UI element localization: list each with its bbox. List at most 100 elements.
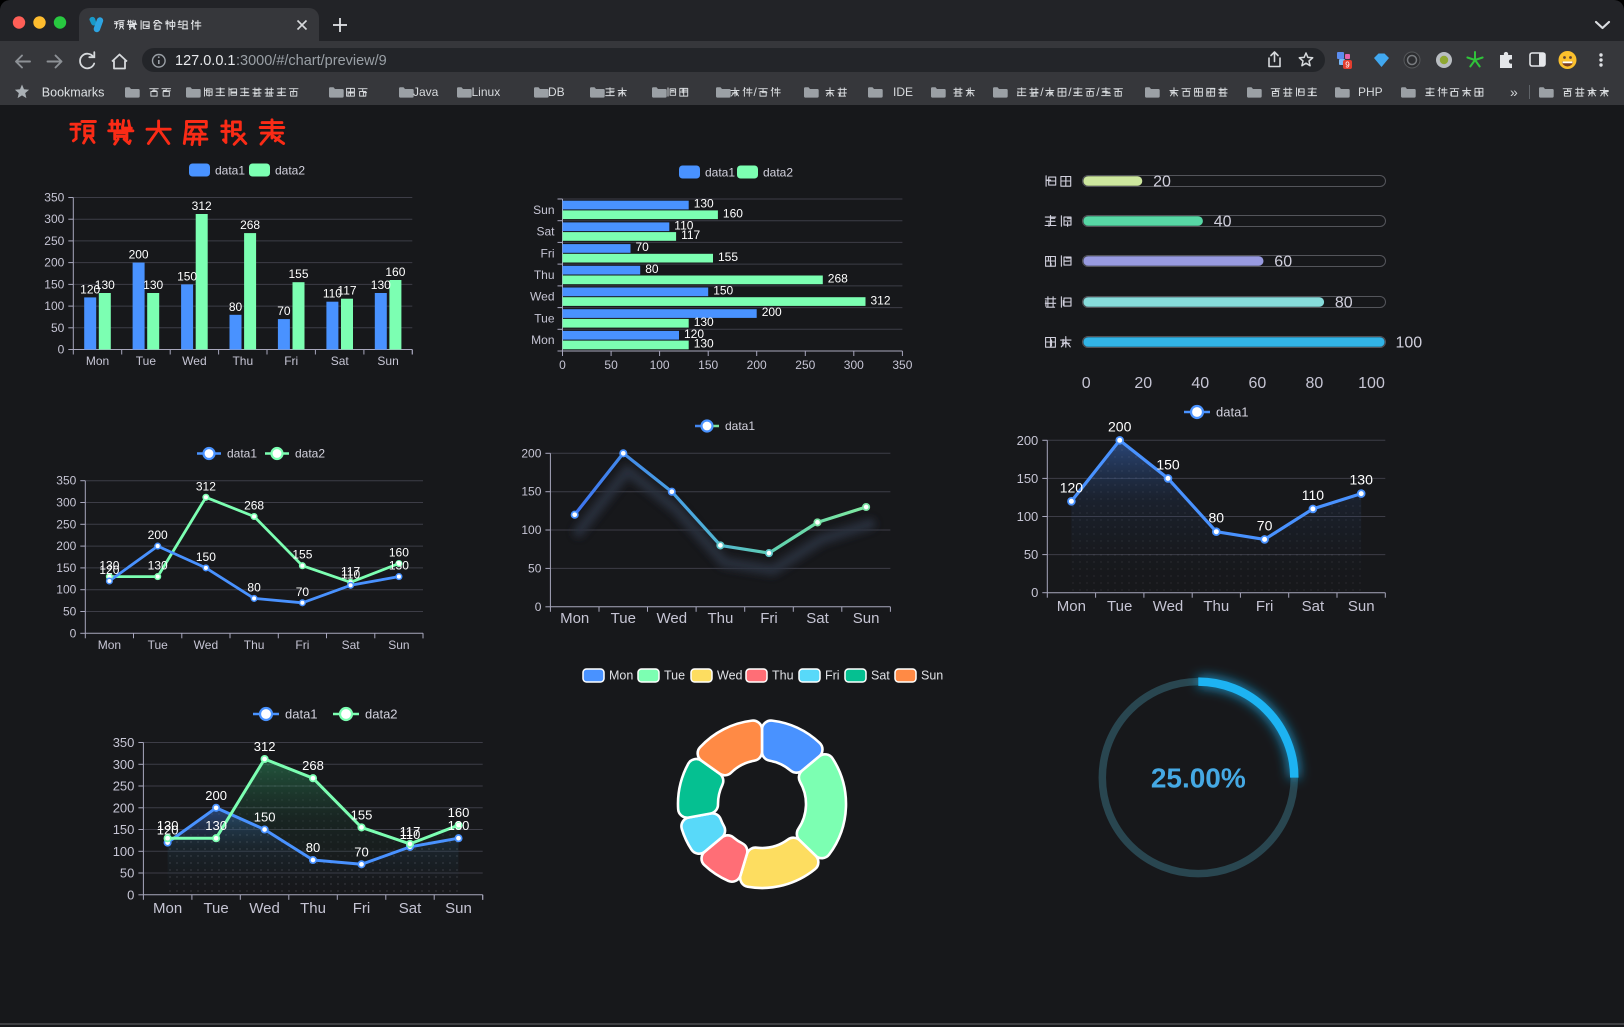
svg-text:Mon: Mon <box>153 900 182 917</box>
svg-text:60: 60 <box>1249 375 1267 392</box>
svg-text:80: 80 <box>1306 375 1324 392</box>
svg-text:Mon: Mon <box>531 333 554 347</box>
svg-text:130: 130 <box>95 278 115 292</box>
svg-text:100: 100 <box>56 583 76 597</box>
svg-text:200: 200 <box>44 256 64 270</box>
svg-text:40: 40 <box>1191 375 1209 392</box>
svg-text:data2: data2 <box>295 447 325 461</box>
svg-text:Sun: Sun <box>377 354 398 368</box>
svg-text:50: 50 <box>604 358 618 372</box>
svg-text:Wed: Wed <box>1153 598 1184 615</box>
svg-text:312: 312 <box>196 479 216 493</box>
svg-text:Sun: Sun <box>533 203 554 217</box>
svg-text:Sat: Sat <box>399 900 422 917</box>
svg-text:Thu: Thu <box>244 638 265 652</box>
svg-text:Fri: Fri <box>541 246 555 260</box>
svg-text:117: 117 <box>681 228 700 242</box>
svg-text:0: 0 <box>1082 375 1091 392</box>
svg-text:130: 130 <box>389 559 409 573</box>
svg-text:120: 120 <box>1060 479 1084 495</box>
svg-text:130: 130 <box>371 278 391 292</box>
svg-text:130: 130 <box>448 818 470 833</box>
svg-text:Mon: Mon <box>609 669 633 683</box>
svg-text:130: 130 <box>143 278 163 292</box>
svg-text:150: 150 <box>196 550 216 564</box>
svg-text:312: 312 <box>192 199 212 213</box>
svg-text:Wed: Wed <box>530 290 554 304</box>
svg-text:120: 120 <box>684 327 704 341</box>
svg-text:Linux: Linux <box>472 85 501 99</box>
svg-text:110: 110 <box>341 567 360 581</box>
svg-text:Sat: Sat <box>342 638 361 652</box>
svg-text:Sun: Sun <box>388 638 409 652</box>
svg-text:250: 250 <box>56 517 76 531</box>
svg-text:50: 50 <box>51 321 65 335</box>
svg-text:Mon: Mon <box>560 610 589 627</box>
svg-text:Sat: Sat <box>536 225 555 239</box>
svg-text:0: 0 <box>70 626 77 640</box>
svg-text:Sat: Sat <box>871 669 890 683</box>
svg-text:data2: data2 <box>763 166 793 180</box>
svg-text:120: 120 <box>99 563 119 577</box>
svg-text:120: 120 <box>80 282 100 296</box>
svg-text:data1: data1 <box>285 707 318 722</box>
svg-text:Tue: Tue <box>664 669 685 683</box>
svg-text:25.00%: 25.00% <box>1151 763 1246 794</box>
svg-text:100: 100 <box>1396 335 1423 352</box>
svg-text:160: 160 <box>385 265 405 279</box>
svg-text:120: 120 <box>157 823 179 838</box>
svg-text:200: 200 <box>113 800 135 815</box>
svg-text:130: 130 <box>205 818 227 833</box>
svg-text:Tue: Tue <box>148 638 169 652</box>
svg-text:110: 110 <box>1302 487 1325 503</box>
svg-text:50: 50 <box>1024 547 1038 562</box>
svg-text:20: 20 <box>1134 375 1152 392</box>
svg-text:80: 80 <box>229 300 243 314</box>
svg-text:data2: data2 <box>365 707 398 722</box>
svg-text:Thu: Thu <box>1203 598 1229 615</box>
svg-text:200: 200 <box>747 358 767 372</box>
svg-text:350: 350 <box>44 191 64 205</box>
svg-text:/: / <box>1096 85 1100 99</box>
svg-text:150: 150 <box>254 810 276 825</box>
svg-text:200: 200 <box>205 788 227 803</box>
svg-text:80: 80 <box>1209 510 1225 526</box>
svg-text:268: 268 <box>828 272 848 286</box>
svg-text:300: 300 <box>56 496 76 510</box>
svg-text:150: 150 <box>713 284 733 298</box>
svg-text:110: 110 <box>674 218 693 232</box>
svg-text:Sat: Sat <box>1302 598 1325 615</box>
svg-text:Sun: Sun <box>1348 598 1375 615</box>
svg-text:200: 200 <box>521 446 541 460</box>
svg-text:200: 200 <box>148 528 168 542</box>
svg-text:150: 150 <box>56 561 76 575</box>
svg-text:150: 150 <box>44 277 64 291</box>
svg-text::3000/#/chart/preview/9: :3000/#/chart/preview/9 <box>236 53 387 69</box>
svg-text:0: 0 <box>535 600 542 614</box>
svg-text:Mon: Mon <box>86 354 109 368</box>
svg-text:Mon: Mon <box>1057 598 1086 615</box>
svg-text:Sun: Sun <box>921 669 943 683</box>
svg-text:0: 0 <box>58 343 65 357</box>
svg-text:250: 250 <box>113 779 135 794</box>
svg-text:350: 350 <box>113 735 135 750</box>
svg-text:Tue: Tue <box>136 354 157 368</box>
svg-text:Sat: Sat <box>331 354 350 368</box>
svg-text:data2: data2 <box>275 164 305 178</box>
svg-text:155: 155 <box>351 807 373 822</box>
svg-text:/: / <box>754 85 758 99</box>
svg-text:130: 130 <box>694 197 714 211</box>
svg-text:IDE: IDE <box>893 85 913 99</box>
svg-text:Fri: Fri <box>284 354 298 368</box>
svg-text:268: 268 <box>244 499 264 513</box>
svg-text:data1: data1 <box>725 419 755 433</box>
svg-text:200: 200 <box>762 305 782 319</box>
svg-text:70: 70 <box>1257 517 1273 533</box>
svg-text:150: 150 <box>698 358 718 372</box>
svg-text:70: 70 <box>277 304 291 318</box>
svg-text:Bookmarks: Bookmarks <box>42 85 105 99</box>
svg-text:20: 20 <box>1153 174 1171 191</box>
svg-text:data1: data1 <box>1216 405 1249 420</box>
svg-text:117: 117 <box>400 824 421 839</box>
svg-text:268: 268 <box>302 758 324 773</box>
